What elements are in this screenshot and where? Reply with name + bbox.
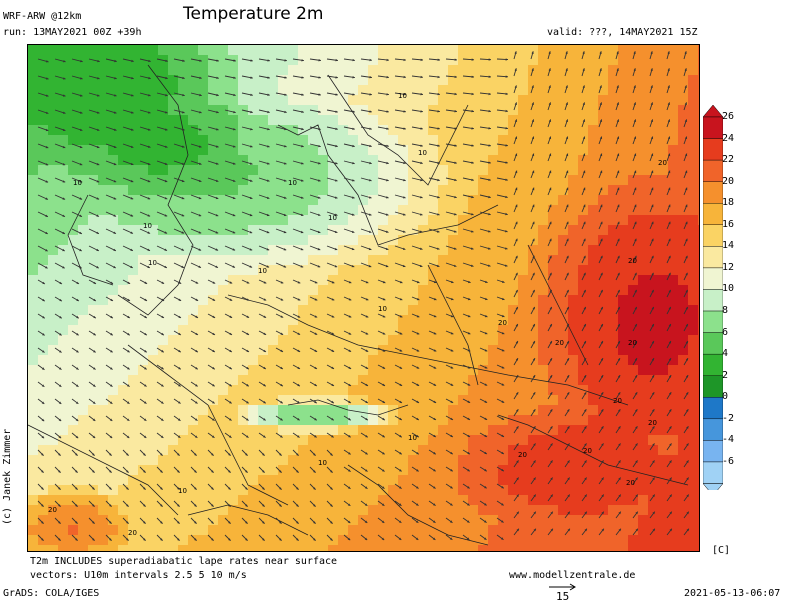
contour-label: 20 [518,451,527,459]
colorbar-swatch [703,225,723,247]
colorbar-swatch [703,311,723,333]
contour-label: 10 [328,214,337,222]
model-label: WRF-ARW @12km [3,11,81,22]
colorbar-tick-label: 10 [722,283,752,294]
temperature-map: 10 10 10 10 10 10 10 10 10 20 20 20 20 20 20 20 20 20 10 10… [27,44,700,552]
temperature-colorbar [703,105,723,490]
colorbar-swatch [703,182,723,204]
contour-label: 20 [555,339,564,347]
contour-label: 10 [408,434,417,442]
contour-label: 20 [658,159,667,167]
author-credit: (c) Janek Zimmer [2,429,13,525]
colorbar-tick-label: 12 [722,262,752,273]
colorbar-swatch [703,117,723,139]
colorbar-swatch [703,419,723,441]
note-line-1: T2m INCLUDES superadiabatic lape rates n… [30,556,337,567]
contour-label: 10 [143,222,152,230]
map-canvas: 10 10 10 10 10 10 10 10 10 20 20 20 20 20 20 20 20 20 10 10… [28,45,699,551]
colorbar-tick-label: 8 [722,305,752,316]
contour-label: 10 [418,149,427,157]
contour-label: 10 [378,305,387,313]
colorbar-tick-label: 6 [722,327,752,338]
colorbar-swatch [703,160,723,182]
colorbar-tick-label: 2 [722,370,752,381]
grads-label: GrADS: COLA/IGES [3,588,99,599]
colorbar-tick-label: 16 [722,219,752,230]
colorbar-tick-label: 0 [722,391,752,402]
colorbar-top-cap [703,105,723,117]
colorbar-swatch [703,268,723,290]
colorbar-swatch [703,203,723,225]
contour-label: 20 [48,506,57,514]
website-label: www.modellzentrale.de [509,570,635,581]
colorbar-tick-label: -6 [722,456,752,467]
reference-vector-label: 15 [556,590,569,603]
colorbar-tick-label: -4 [722,434,752,445]
colorbar-swatch [703,376,723,398]
contour-label: 20 [648,419,657,427]
note-line-2: vectors: U10m intervals 2.5 5 10 m/s [30,570,247,581]
contour-label: 20 [626,479,635,487]
contour-label: 20 [613,397,622,405]
colorbar-tick-label: 24 [722,133,752,144]
colorbar-tick-label: 22 [722,154,752,165]
colorbar-swatch [703,354,723,376]
colorbar-swatch [703,440,723,462]
colorbar-bottom-cap [703,484,723,490]
contour-label: 10 [288,179,297,187]
contour-label: 10 [258,267,267,275]
contour-label: 20 [628,339,637,347]
run-label: run: 13MAY2021 00Z +39h [3,27,141,38]
colorbar-tick-label: 18 [722,197,752,208]
colorbar-tick-label: 26 [722,111,752,122]
colorbar-swatch [703,397,723,419]
colorbar-swatch [703,139,723,161]
contour-label: 10 [318,459,327,467]
valid-time-label: valid: ???, 14MAY2021 15Z [547,27,698,38]
colorbar-swatch [703,462,723,484]
colorbar-swatch [703,289,723,311]
colorbar-tick-label: 14 [722,240,752,251]
contour-label: 10 [398,92,407,100]
contour-label: 10 [73,179,82,187]
contour-label: 10 [178,487,187,495]
contour-label: 20 [498,319,507,327]
colorbar-tick-label: 4 [722,348,752,359]
colorbar-tick-label: -2 [722,413,752,424]
colorbar-swatch [703,333,723,355]
contour-label: 10 [148,259,157,267]
colorbar-swatch [703,246,723,268]
contour-label: 20 [128,529,137,537]
timestamp-label: 2021-05-13-06:07 [684,588,780,599]
colorbar-unit: [C] [712,545,730,556]
contour-label: 20 [583,447,592,455]
chart-title: Temperature 2m [183,4,323,24]
contour-label: 20 [628,257,637,265]
colorbar-tick-label: 20 [722,176,752,187]
